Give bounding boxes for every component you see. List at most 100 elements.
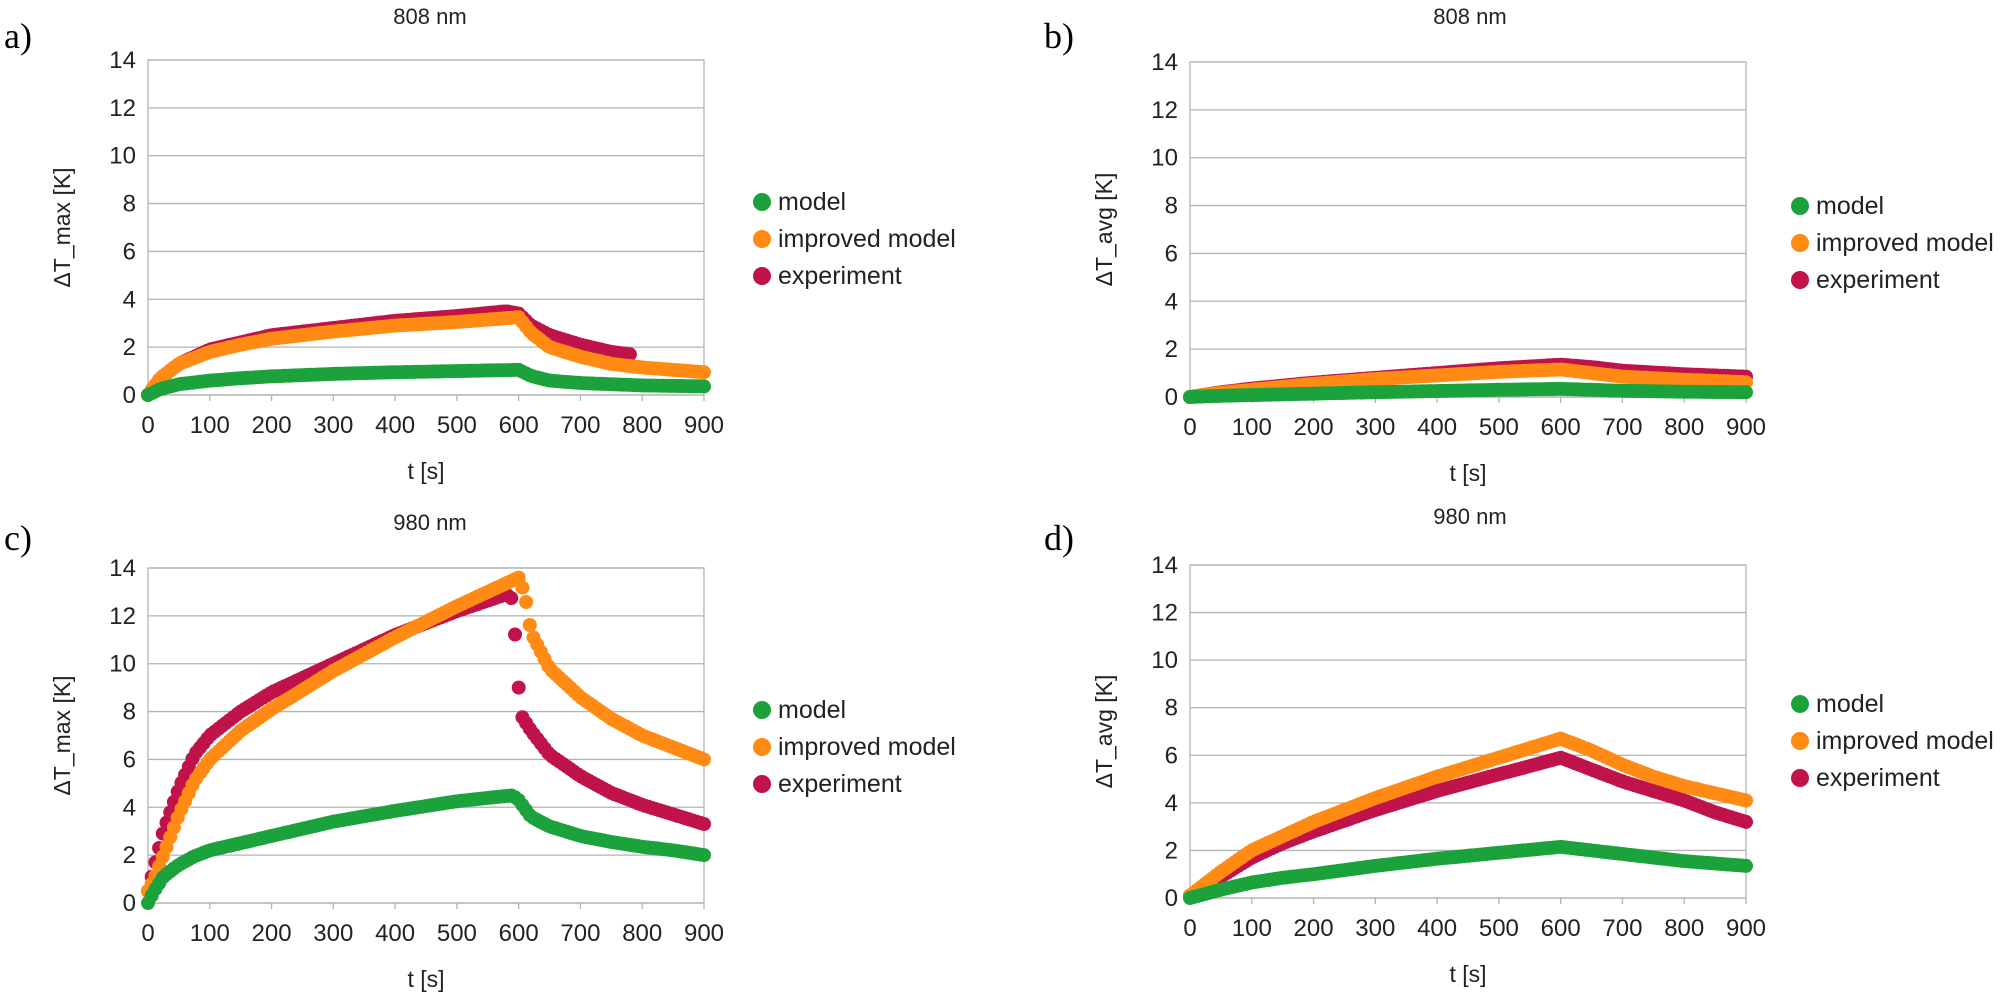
legend-label: improved model [778, 225, 956, 253]
legend-marker [753, 267, 771, 285]
legend-label: model [778, 188, 846, 216]
y-tick-label: 6 [123, 746, 136, 773]
legend-label: improved model [1816, 727, 1994, 755]
x-tick-label: 500 [437, 920, 477, 947]
data-point [1739, 858, 1753, 873]
x-tick-label: 300 [1355, 414, 1395, 441]
chart-title: 808 nm [1433, 4, 1506, 29]
data-point [515, 580, 530, 595]
x-tick-label: 400 [375, 412, 415, 439]
chart-panel-c: c) 980 nm 0 2 4 6 8 10 12 14 0 100 200 300 400 500 600 70… [4, 510, 956, 992]
y-tick-label: 12 [1151, 600, 1178, 627]
y-tick-label: 12 [109, 95, 136, 122]
legend-marker [1791, 271, 1809, 289]
plot-frame [1189, 61, 1747, 398]
y-tick-label: 0 [123, 890, 136, 917]
series-improved-model [141, 570, 711, 898]
x-tick-label: 900 [684, 412, 724, 439]
y-tick-label: 14 [1151, 49, 1178, 76]
x-tick-label: 600 [499, 920, 539, 947]
plot-frame [1189, 564, 1747, 899]
data-point [697, 379, 711, 394]
x-tick-label: 100 [1232, 915, 1272, 942]
y-axis-label: ΔT_avg [K] [1091, 675, 1117, 789]
x-tick-label: 200 [252, 412, 292, 439]
y-tick-label: 0 [123, 382, 136, 409]
data-point [519, 595, 534, 609]
y-tick-label: 2 [1165, 837, 1178, 864]
chart-panel-d: d) 980 nm 0 2 4 6 8 10 12 14 0 100 200 300 400 500 600 70… [1044, 504, 1994, 987]
y-tick-label: 8 [1165, 193, 1178, 220]
data-point [511, 680, 526, 695]
x-tick-label: 900 [1726, 915, 1766, 942]
legend-marker [1791, 769, 1809, 787]
y-axis-label: ΔT_avg [K] [1091, 173, 1117, 287]
y-tick-label: 0 [1165, 885, 1178, 912]
x-tick-label: 400 [1417, 414, 1457, 441]
y-tick-label: 10 [109, 651, 136, 678]
y-tick-label: 4 [1165, 790, 1178, 817]
data-point [697, 817, 711, 831]
plot-frame [147, 59, 705, 396]
data-point [697, 752, 711, 767]
legend-marker [753, 738, 771, 756]
x-tick-label: 700 [1602, 414, 1642, 441]
x-tick-label: 200 [1294, 915, 1334, 942]
y-tick-label: 14 [1151, 552, 1178, 579]
data-point [1739, 793, 1753, 808]
x-tick-label: 400 [375, 920, 415, 947]
legend: model improved model experiment [1791, 690, 1994, 792]
legend-label: model [778, 696, 846, 724]
x-tick-label: 400 [1417, 915, 1457, 942]
x-tick-label: 300 [313, 412, 353, 439]
x-tick-label: 700 [1602, 915, 1642, 942]
data-point [1739, 814, 1753, 829]
x-tick-label: 300 [1355, 915, 1395, 942]
series-model [1183, 381, 1753, 404]
x-tick-label: 200 [1294, 414, 1334, 441]
y-tick-label: 10 [1151, 647, 1178, 674]
x-tick-label: 200 [252, 920, 292, 947]
x-tick-label: 0 [141, 920, 154, 947]
y-tick-label: 0 [1165, 384, 1178, 411]
x-tick-label: 700 [560, 412, 600, 439]
y-tick-label: 14 [109, 47, 136, 74]
legend-marker [1791, 695, 1809, 713]
legend-marker [753, 230, 771, 248]
chart-title: 980 nm [393, 510, 466, 535]
legend-label: experiment [1816, 266, 1940, 294]
x-tick-label: 700 [560, 920, 600, 947]
y-tick-label: 14 [109, 555, 136, 582]
data-point [622, 347, 637, 362]
legend-label: model [1816, 690, 1884, 718]
data-point [508, 627, 522, 642]
series-improved-model [1183, 731, 1753, 903]
x-tick-label: 100 [1232, 414, 1272, 441]
y-axis-label: ΔT_max [K] [49, 167, 75, 287]
y-tick-label: 10 [1151, 145, 1178, 172]
series-improved-model [141, 310, 711, 402]
y-axis-label: ΔT_max [K] [49, 675, 75, 795]
legend-label: experiment [778, 262, 902, 290]
y-tick-label: 10 [109, 143, 136, 170]
x-tick-label: 300 [313, 920, 353, 947]
legend-marker [1791, 732, 1809, 750]
x-tick-label: 0 [1183, 414, 1196, 441]
legend-label: experiment [1816, 764, 1940, 792]
x-tick-label: 800 [1664, 414, 1704, 441]
legend: model improved model experiment [753, 188, 956, 290]
data-point [1739, 385, 1753, 400]
series-model [141, 788, 711, 910]
x-tick-label: 900 [1726, 414, 1766, 441]
panel-label: b) [1044, 16, 1074, 56]
y-tick-label: 6 [1165, 742, 1178, 769]
legend-label: improved model [778, 733, 956, 761]
x-tick-label: 0 [1183, 915, 1196, 942]
x-tick-label: 600 [1541, 915, 1581, 942]
y-tick-label: 12 [1151, 97, 1178, 124]
x-tick-label: 500 [1479, 414, 1519, 441]
x-tick-label: 800 [1664, 915, 1704, 942]
y-tick-label: 6 [123, 238, 136, 265]
y-tick-label: 8 [123, 699, 136, 726]
